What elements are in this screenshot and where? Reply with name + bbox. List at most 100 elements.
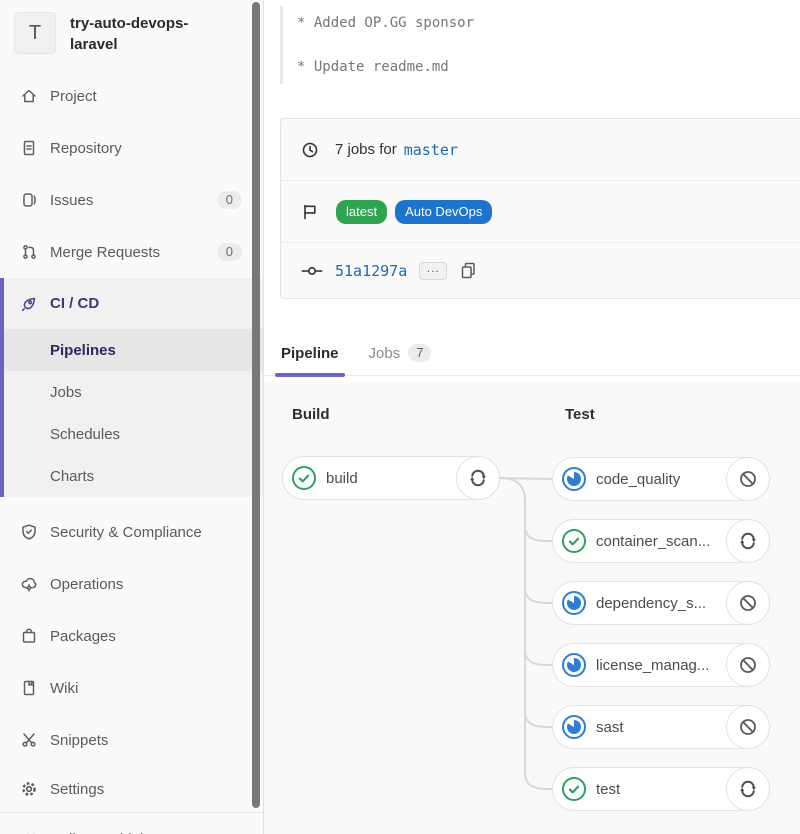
shield-icon (20, 523, 38, 541)
jobs-count-badge: 7 (408, 344, 432, 362)
jobs-summary-text: 7 jobs for (335, 141, 397, 158)
cancel-icon (740, 471, 756, 487)
copy-sha-button[interactable] (459, 261, 477, 281)
clock-icon (301, 141, 323, 159)
commit-sha-link[interactable]: 51a1297a (335, 261, 408, 280)
sidebar-item-label: CI / CD (50, 295, 100, 312)
job-status-icon (562, 653, 586, 677)
sidebar-item-wiki[interactable]: Wiki (0, 662, 263, 714)
job-name: license_manag... (596, 656, 710, 674)
pipeline-tabs: Pipeline Jobs 7 (264, 331, 800, 377)
active-section-accent-bar (0, 278, 4, 497)
tab-label: Jobs (368, 344, 401, 362)
project-name: try-auto-devops-laravel (70, 15, 189, 53)
pipeline-job-test[interactable]: test (552, 767, 770, 811)
job-action-button[interactable] (726, 767, 770, 811)
sidebar-item-schedules[interactable]: Schedules (0, 413, 263, 455)
sidebar-item-charts[interactable]: Charts (0, 455, 263, 497)
sidebar-item-packages[interactable]: Packages (0, 610, 263, 662)
job-status-icon (562, 777, 586, 801)
sidebar-item-merge-requests[interactable]: Merge Requests 0 (0, 226, 263, 278)
sidebar-item-label: Collapse sidebar (50, 831, 162, 834)
sidebar-item-operations[interactable]: Operations (0, 558, 263, 610)
job-name: code_quality (596, 470, 681, 488)
sidebar-item-label: Issues (50, 191, 94, 209)
retry-icon (740, 532, 756, 550)
job-status-icon (562, 715, 586, 739)
job-action-button[interactable] (726, 457, 770, 501)
job-action-button[interactable] (726, 643, 770, 687)
job-action-button[interactable] (726, 519, 770, 563)
document-icon (20, 139, 38, 157)
sidebar-item-project[interactable]: Project (0, 70, 263, 122)
collapse-chevrons-icon (20, 830, 38, 834)
cloud-gear-icon (20, 575, 38, 593)
pipeline-info-box: 7 jobs for master latest Auto DevOps 51a… (280, 118, 800, 299)
sidebar-item-cicd[interactable]: CI / CD (0, 278, 263, 329)
gear-icon (20, 780, 38, 798)
main-content: * Added OP.GG sponsor * Update readme.md… (264, 0, 800, 834)
sidebar-item-label: Merge Requests (50, 243, 161, 261)
pipeline-job-sast[interactable]: sast (552, 705, 770, 749)
sidebar-item-label: Pipelines (50, 341, 116, 359)
commit-sha-row: 51a1297a ... (281, 243, 800, 298)
sidebar-item-label: Security & Compliance (50, 523, 202, 541)
sidebar-divider (0, 812, 263, 813)
sidebar-item-security[interactable]: Security & Compliance (0, 506, 263, 558)
retry-icon (470, 469, 486, 487)
cancel-icon (740, 595, 756, 611)
job-name: sast (596, 718, 624, 736)
collapse-sidebar-button[interactable]: Collapse sidebar (0, 813, 263, 834)
rocket-icon (20, 295, 38, 313)
job-status-icon (562, 529, 586, 553)
tab-pipeline[interactable]: Pipeline (275, 331, 345, 377)
branch-link[interactable]: master (403, 140, 458, 159)
job-action-button[interactable] (726, 705, 770, 749)
retry-icon (740, 780, 756, 798)
sidebar-item-snippets[interactable]: Snippets (0, 714, 263, 766)
tags-row: latest Auto DevOps (281, 181, 800, 243)
pipeline-job-code-quality[interactable]: code_quality (552, 457, 770, 501)
stage-column-build: build (282, 456, 500, 500)
project-sidebar: T try-auto-devops-laravel Project Reposi… (0, 0, 264, 834)
pipeline-job-license-management[interactable]: license_manag... (552, 643, 770, 687)
job-action-button[interactable] (726, 581, 770, 625)
pipeline-job-dependency-scanning[interactable]: dependency_s... (552, 581, 770, 625)
merge-request-icon (20, 243, 38, 261)
running-disc (567, 720, 581, 734)
cancel-icon (740, 657, 756, 673)
running-disc (567, 596, 581, 610)
package-bag-icon (20, 627, 38, 645)
sidebar-item-label: Packages (50, 627, 116, 645)
job-status-icon (562, 467, 586, 491)
sidebar-item-jobs[interactable]: Jobs (0, 371, 263, 413)
commit-message-line: * Update readme.md (297, 59, 449, 75)
sidebar-item-label: Jobs (50, 383, 82, 401)
flag-icon (301, 203, 323, 221)
job-name: container_scan... (596, 532, 711, 550)
sidebar-item-label: Schedules (50, 425, 121, 443)
sidebar-item-label: Charts (50, 467, 95, 485)
sidebar-item-repository[interactable]: Repository (0, 122, 263, 174)
issues-count-badge: 0 (216, 191, 242, 209)
stage-column-test: code_quality container_scan... (552, 457, 770, 811)
sidebar-item-label: Wiki (50, 679, 79, 697)
sidebar-item-settings[interactable]: Settings (0, 766, 263, 812)
sidebar-scrollbar[interactable] (252, 2, 260, 808)
cicd-section: CI / CD Pipelines Jobs Schedules Charts (0, 278, 263, 497)
pipeline-job-container-scanning[interactable]: container_scan... (552, 519, 770, 563)
job-status-icon (292, 466, 316, 490)
pipeline-job-build[interactable]: build (282, 456, 500, 500)
sidebar-item-label: Operations (50, 575, 124, 593)
project-header[interactable]: T try-auto-devops-laravel (0, 0, 263, 70)
tab-jobs[interactable]: Jobs 7 (369, 331, 432, 375)
merge-requests-count-badge: 0 (216, 243, 242, 261)
tab-label: Pipeline (281, 344, 339, 362)
job-action-button[interactable] (456, 456, 500, 500)
job-name: dependency_s... (596, 594, 707, 612)
sidebar-item-pipelines[interactable]: Pipelines (0, 329, 263, 371)
book-icon (20, 679, 38, 697)
commit-more-button[interactable]: ... (419, 261, 448, 280)
sidebar-item-issues[interactable]: Issues 0 (0, 174, 263, 226)
auto-devops-badge: Auto DevOps (395, 199, 493, 224)
